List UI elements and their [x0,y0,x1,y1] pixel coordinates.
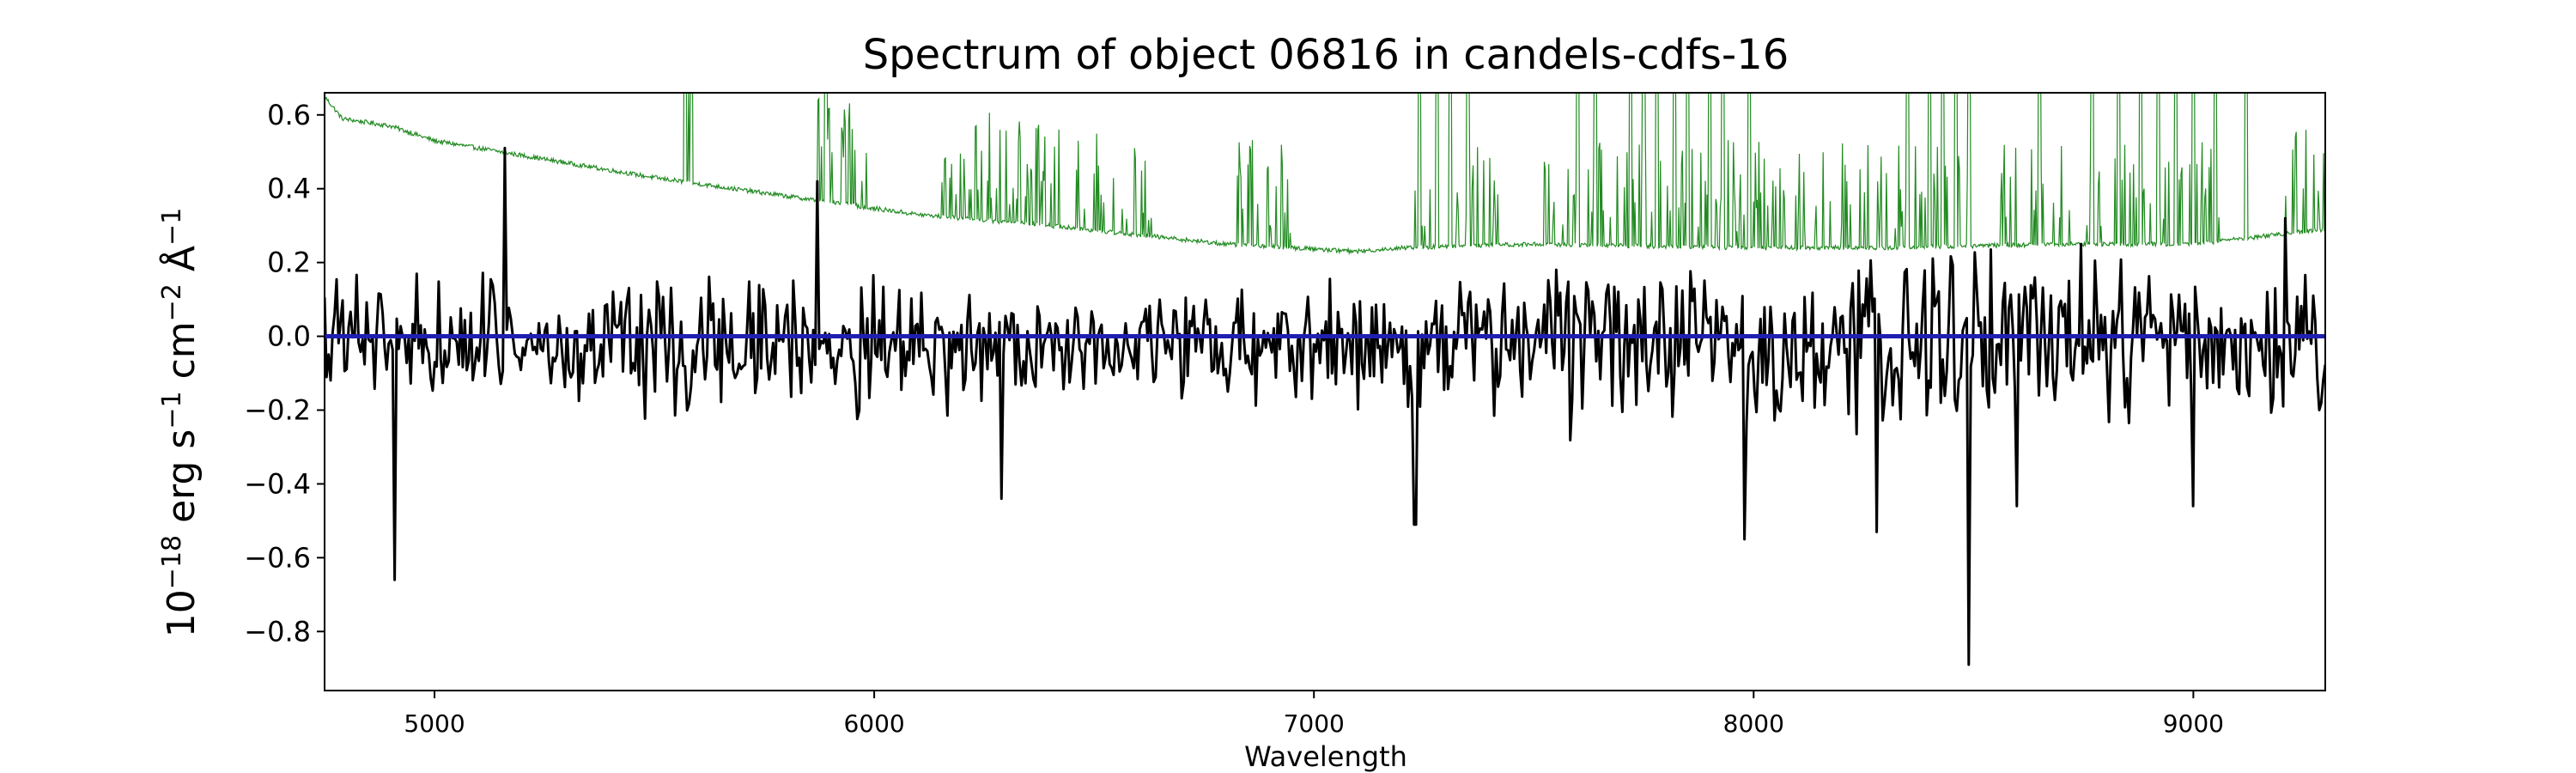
y-axis-label: 10−18 erg s−1 cm−2 Å−1 [157,208,204,637]
y-tick-label: −0.2 [244,393,311,426]
y-tick-label: 0.4 [267,173,311,205]
y-label-exp1: −18 [157,535,187,589]
y-label-mid1: erg s [160,429,204,535]
axis-ticks: 5000 6000 7000 8000 9000 −0.8 −0.6 −0.4 −0.2 0.0 0… [244,99,2224,738]
x-tick-label: 8000 [1723,709,1784,738]
y-label-exp3: −2 [157,283,187,321]
y-tick-label: −0.8 [244,615,311,648]
series-line-noise [325,93,2325,256]
y-label-mid3: Å [158,246,204,283]
y-tick-label: 0.6 [267,99,311,131]
y-tick-label: 0.2 [267,247,311,279]
chart-title: Spectrum of object 06816 in candels-cdfs… [863,31,1789,79]
x-tick-label: 6000 [843,709,904,738]
x-axis-label: Wavelength [1244,740,1407,773]
y-label-base: 10 [160,589,204,637]
y-label-exp2: −1 [157,391,187,429]
y-label-exp4: −1 [157,208,187,246]
x-tick-label: 7000 [1284,709,1345,738]
y-tick-label: 0.0 [267,320,311,353]
x-tick-label: 9000 [2163,709,2224,738]
x-tick-label: 5000 [404,709,465,738]
y-tick-label: −0.4 [244,467,311,500]
y-label-mid2: cm [160,321,204,391]
series-line-flux [325,146,2325,666]
plot-data-layer [325,93,2325,666]
y-tick-label: −0.6 [244,541,311,574]
plot-frame [324,92,2326,691]
